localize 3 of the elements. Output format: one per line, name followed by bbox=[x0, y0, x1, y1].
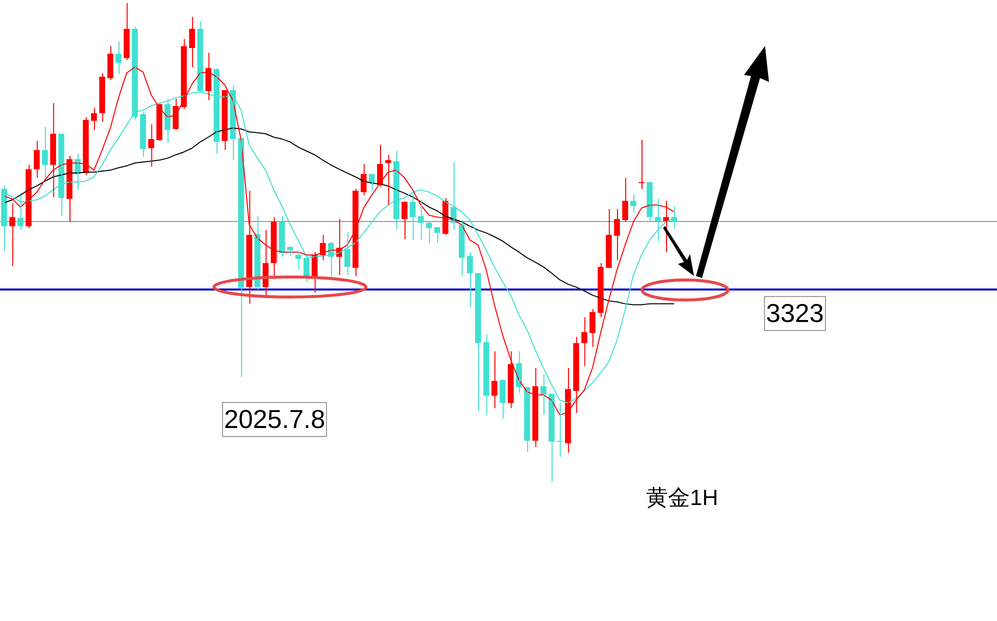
text: 黄金1H bbox=[646, 484, 718, 512]
annotation: 3323 bbox=[764, 296, 826, 330]
annotation: 2025.7.8 bbox=[222, 402, 328, 436]
